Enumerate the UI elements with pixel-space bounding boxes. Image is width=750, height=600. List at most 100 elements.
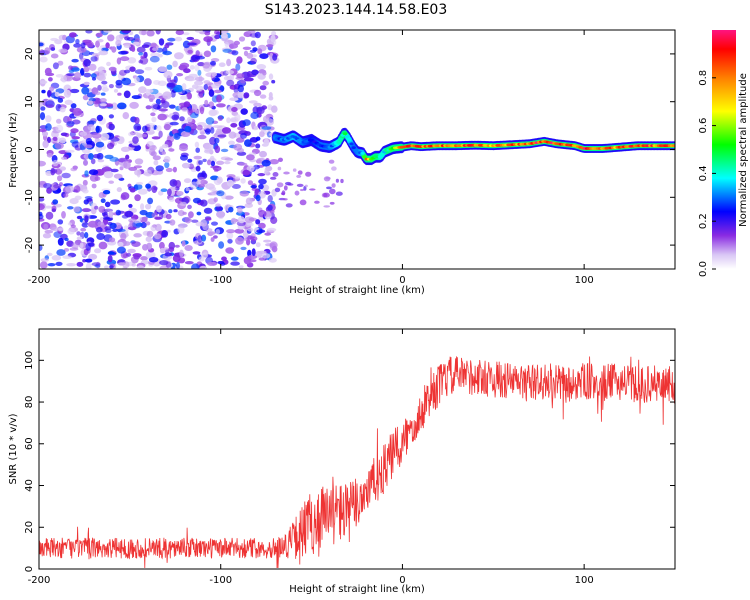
noise-speckle [85, 262, 92, 269]
noise-speckle [57, 237, 64, 246]
noise-speckle [179, 249, 184, 258]
noise-speckle [209, 136, 217, 145]
noise-speckle [169, 79, 177, 83]
noise-speckle [248, 217, 257, 222]
noise-speckle [246, 154, 255, 161]
noise-speckle [109, 222, 117, 230]
noise-speckle [57, 60, 64, 66]
noise-speckle [216, 94, 222, 103]
noise-speckle [155, 30, 161, 35]
noise-speckle [57, 175, 63, 182]
noise-speckle [128, 166, 138, 171]
noise-speckle [154, 233, 162, 240]
noise-speckle [259, 131, 265, 138]
noise-speckle [44, 229, 54, 234]
noise-speckle [123, 44, 131, 48]
noise-speckle [229, 97, 239, 101]
noise-speckle [274, 187, 281, 193]
noise-speckle [56, 249, 66, 256]
noise-speckle [118, 50, 128, 55]
noise-speckle [186, 92, 192, 100]
noise-speckle [82, 207, 91, 213]
noise-speckle [115, 79, 123, 86]
noise-speckle [134, 169, 142, 176]
noise-speckle [69, 198, 79, 205]
noise-speckle [144, 78, 152, 86]
noise-speckle [140, 256, 148, 261]
noise-speckle [231, 107, 238, 112]
noise-speckle [110, 199, 121, 205]
y-tick-label: -20 [24, 237, 35, 253]
noise-speckle [257, 173, 266, 177]
noise-speckle [136, 125, 142, 131]
noise-speckle [132, 136, 139, 144]
noise-speckle [270, 176, 277, 180]
noise-speckle [39, 244, 43, 251]
noise-speckle [174, 36, 183, 42]
noise-speckle [253, 126, 258, 130]
noise-speckle [184, 216, 192, 224]
noise-speckle [55, 261, 63, 266]
noise-speckle [304, 184, 308, 188]
x-tick-label: 0 [399, 275, 405, 286]
noise-speckle [117, 92, 122, 96]
noise-speckle [98, 205, 106, 213]
noise-speckle [179, 145, 188, 152]
noise-speckle [183, 178, 192, 184]
noise-speckle [329, 188, 336, 195]
noise-speckle [186, 116, 193, 123]
noise-speckle [272, 53, 278, 61]
noise-speckle [169, 121, 179, 126]
noise-speckle [129, 66, 136, 72]
noise-speckle [250, 185, 257, 189]
noise-speckle [158, 38, 165, 46]
noise-speckle [259, 94, 267, 99]
noise-speckle [47, 90, 52, 98]
noise-speckle [71, 242, 79, 250]
noise-speckle [94, 205, 99, 210]
noise-speckle [148, 145, 157, 151]
noise-speckle [168, 104, 176, 109]
noise-speckle [99, 98, 107, 103]
noise-speckle [120, 146, 131, 152]
noise-speckle [105, 42, 110, 49]
noise-speckle [251, 233, 256, 237]
noise-speckle [157, 80, 167, 87]
noise-speckle [164, 161, 170, 169]
noise-speckle [210, 60, 216, 66]
noise-speckle [179, 116, 185, 122]
signal-core [336, 141, 341, 144]
noise-speckle [193, 155, 202, 160]
noise-speckle [51, 208, 56, 213]
noise-speckle [204, 144, 212, 152]
noise-speckle [242, 169, 251, 176]
noise-speckle [189, 181, 199, 190]
noise-speckle [328, 159, 335, 164]
noise-speckle [215, 128, 223, 136]
noise-speckle [230, 261, 240, 266]
noise-speckle [236, 56, 243, 64]
noise-speckle [259, 122, 267, 128]
noise-speckle [218, 62, 226, 67]
noise-speckle [96, 233, 105, 240]
noise-speckle [194, 30, 202, 33]
noise-speckle [179, 62, 190, 69]
noise-speckle [228, 206, 234, 213]
noise-speckle [39, 160, 46, 167]
noise-speckle [183, 101, 191, 108]
noise-speckle [251, 248, 256, 256]
noise-speckle [266, 44, 274, 48]
noise-speckle [106, 61, 111, 67]
noise-speckle [268, 257, 277, 263]
noise-speckle [157, 113, 167, 121]
noise-speckle [180, 154, 188, 161]
noise-speckle [238, 265, 244, 269]
noise-speckle [182, 211, 187, 215]
noise-speckle [247, 227, 254, 232]
noise-speckle [39, 128, 48, 132]
noise-speckle [340, 178, 344, 184]
noise-speckle [215, 229, 221, 235]
noise-speckle [176, 73, 184, 77]
noise-speckle [267, 195, 273, 203]
